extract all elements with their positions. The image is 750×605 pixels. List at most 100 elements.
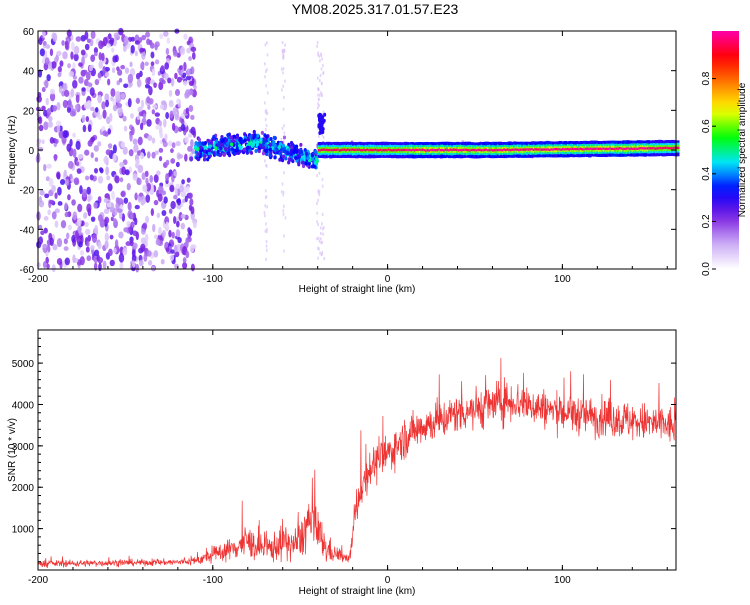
spectrogram-streak-cell — [322, 71, 325, 75]
spectrogram-noise-cell — [177, 154, 184, 159]
spectrogram-transition-cell — [199, 145, 203, 150]
spectrogram-noise-cell — [129, 212, 134, 220]
spectrogram-noise-cell — [184, 136, 189, 143]
spectrogram-transition-cell — [262, 140, 266, 145]
spectrogram-noise-cell — [120, 92, 126, 100]
spectrogram-noise-cell — [73, 177, 80, 186]
spectrogram-noise-cell — [39, 48, 45, 57]
spectrogram-noise-cell — [163, 196, 168, 204]
spectrogram-streak-cell — [266, 227, 268, 231]
spectrogram-x-tick-label: 100 — [554, 274, 571, 285]
spectrogram-noise-cell — [38, 146, 44, 152]
spectrogram-transition-cell — [301, 160, 305, 165]
spectrogram-streak-cell — [317, 88, 320, 92]
spectrogram-noise-cell — [147, 259, 153, 266]
spectrogram-noise-cell — [139, 47, 145, 53]
spectrogram-x-tick-label: 0 — [385, 274, 391, 285]
spectrogram-noise-cell — [180, 222, 186, 230]
spectrogram-noise-cell — [49, 92, 56, 102]
spectrogram-noise-cell — [62, 51, 68, 60]
spectrogram-streak-cell — [317, 198, 319, 202]
spectrogram-noise-cell — [97, 175, 104, 184]
spectrogram-streak-cell — [264, 118, 267, 122]
spectrogram-transition-cell — [311, 156, 315, 161]
spectrogram-noise-cell — [67, 63, 72, 69]
spectrogram-noise-cell — [168, 101, 174, 108]
spectrogram-spike-cell — [318, 113, 322, 118]
spectrogram-noise-cell — [109, 37, 115, 44]
spectrogram-noise-cell — [136, 115, 141, 120]
spectrogram-noise-cell — [154, 112, 160, 117]
spectrogram-noise-cell — [93, 51, 98, 57]
spectrogram-noise-cell — [117, 103, 123, 108]
spectrogram-noise-cell — [55, 120, 62, 127]
spectrogram-transition-cell — [217, 142, 221, 147]
spectrogram-noise-cell — [160, 258, 165, 265]
spectrogram-transition-cell — [203, 140, 207, 145]
spectrogram-streak-cell — [321, 178, 324, 182]
spectrogram-noise-cell — [145, 215, 150, 224]
spectrogram-noise-cell — [43, 121, 49, 131]
spectrogram-noise-cell — [181, 179, 185, 185]
spectrogram-noise-cell — [83, 102, 89, 109]
spectrogram-transition-cell — [286, 150, 290, 155]
spectrogram-noise-cell — [136, 177, 142, 186]
spectrogram-streak-cell — [317, 190, 320, 194]
spectrogram-transition-cell — [216, 149, 220, 154]
spectrogram-noise-cell — [97, 241, 102, 250]
colorbar: 0.0 0.2 0.4 0.6 0.8 Normalized spectral ampl… — [701, 31, 748, 276]
spectrogram-noise-cell — [190, 46, 197, 52]
spectrogram-transition-cell — [281, 143, 285, 148]
snr-frame — [37, 329, 677, 571]
spectrogram-noise-cell — [132, 242, 138, 250]
colorbar-tick-label: 0.8 — [701, 71, 712, 85]
spectrogram-y-tick-label: -60 — [20, 265, 35, 276]
spectrogram-noise-cell — [151, 68, 156, 77]
spectrogram-transition-cell — [264, 149, 268, 154]
spectrogram-noise-cell — [85, 228, 91, 235]
spectrogram-noise-cell — [187, 227, 191, 233]
spectrogram-noise-cell — [70, 177, 75, 183]
spectrogram-noise-cell — [72, 79, 78, 89]
spectrogram-transition-cell — [282, 135, 287, 140]
spectrogram-transition-cell — [247, 137, 251, 142]
spectrogram-noise-cell — [178, 211, 183, 222]
snr-y-tick-label: 5000 — [12, 359, 35, 370]
spectrogram-streak-cell — [321, 250, 324, 254]
spectrogram-noise-cell — [171, 142, 176, 149]
spectrogram-noise-cell — [168, 229, 172, 238]
spectrogram-noise-cell — [38, 124, 44, 132]
spectrogram-noise-cell — [90, 54, 96, 62]
spectrogram-noise-cell — [138, 111, 144, 117]
spectrogram-noise-cell — [169, 184, 175, 193]
spectrogram-noise-cell — [104, 66, 110, 72]
spectrogram-noise-cell — [36, 95, 42, 103]
spectrogram-streak-cell — [283, 171, 285, 175]
spectrogram-streak-cell — [318, 190, 321, 194]
spectrogram-streak-cell — [265, 84, 267, 88]
spectrogram-noise-cell — [67, 160, 74, 169]
spectrogram-streak-cell — [317, 97, 320, 101]
spectrogram-streak-cell — [316, 76, 319, 80]
spectrogram-noise-cell — [57, 186, 62, 196]
spectrogram-noise-cell — [87, 234, 92, 242]
spectrogram-transition-cell — [301, 164, 306, 169]
spectrogram-streak-cell — [319, 74, 322, 78]
spectrogram-streak-cell — [317, 127, 320, 131]
spectrogram-noise-cell — [135, 72, 141, 80]
spectrogram-noise-cell — [88, 65, 94, 72]
spectrogram-noise-cell — [190, 66, 195, 75]
spectrogram-noise-cell — [180, 124, 186, 132]
spectrogram-noise-cell — [81, 114, 86, 123]
spectrogram-noise-cell — [49, 237, 54, 247]
spectrogram-noise-cell — [144, 83, 151, 89]
spectrogram-transition-cell — [203, 154, 207, 159]
spectrogram-streak-cell — [320, 91, 322, 95]
spectrogram-noise-cell — [36, 261, 41, 268]
spectrogram-noise-cell — [110, 96, 114, 102]
spectrogram-noise-cell — [187, 192, 193, 199]
spectrogram-noise-cell — [44, 79, 49, 89]
spectrogram-noise-cell — [140, 122, 144, 131]
spectrogram-noise-cell — [122, 45, 127, 52]
spectrogram-transition-cell — [314, 150, 318, 155]
